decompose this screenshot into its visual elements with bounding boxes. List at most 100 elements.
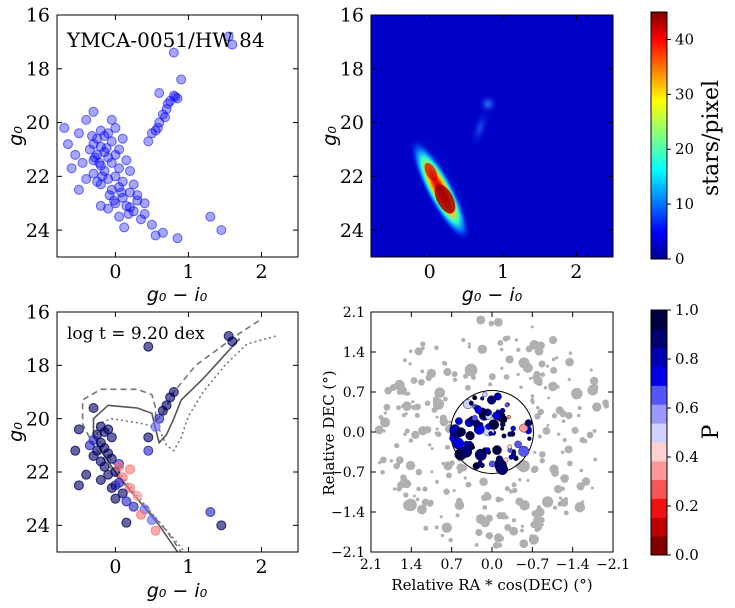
field-star — [379, 456, 387, 464]
x-tick-label: 2 — [570, 261, 582, 283]
star-point — [108, 195, 119, 206]
member-point — [73, 424, 84, 435]
field-star — [443, 488, 450, 496]
y-tick-label: 22 — [340, 166, 364, 188]
colorbar-frame — [650, 309, 668, 556]
field-star — [541, 496, 554, 508]
colorbar-segment — [651, 347, 667, 368]
member-star — [470, 444, 475, 450]
field-star — [426, 500, 433, 507]
field-star — [528, 376, 533, 380]
member-point — [88, 451, 99, 461]
field-star — [435, 427, 439, 431]
cmd-raw-panel: 0 1 2 16 18 20 22 24 YMCA-0051/HW 84 g₀ − i₀ g₀ — [5, 5, 299, 306]
member-star — [492, 445, 502, 455]
x-tick-label: −0.7 — [515, 557, 549, 573]
field-star — [396, 486, 402, 492]
field-star — [411, 430, 420, 439]
hess-panel: 0 1 2 16 18 20 22 24 g₀ − i₀ g₀ 0 10 20 30 40 stars… — [319, 5, 724, 306]
y-tick-label: 16 — [26, 5, 50, 27]
field-star — [530, 466, 538, 474]
field-star — [530, 394, 535, 398]
field-star — [504, 524, 512, 532]
field-star — [412, 494, 416, 498]
member-star — [507, 444, 512, 450]
field-star — [538, 360, 546, 368]
field-star — [576, 482, 585, 491]
star-point — [119, 222, 130, 233]
member-point — [135, 509, 146, 520]
field-star — [586, 431, 594, 439]
field-star — [568, 351, 573, 355]
field-star — [455, 513, 460, 518]
member-point — [103, 424, 114, 435]
field-star — [530, 397, 534, 401]
star-point — [73, 184, 84, 195]
field-star — [533, 370, 541, 379]
member-point — [132, 491, 143, 501]
colorbar-segment — [651, 404, 667, 424]
x-tick-label: −1.4 — [556, 557, 590, 573]
field-star — [558, 496, 563, 500]
member-star — [488, 460, 496, 468]
x-axis-label: g₀ − i₀ — [462, 284, 523, 306]
member-point — [103, 469, 114, 480]
field-star — [383, 411, 388, 415]
member-star — [518, 445, 530, 457]
field-star — [589, 368, 593, 372]
x-tick-label: 0 — [424, 261, 436, 283]
field-star — [439, 414, 447, 422]
member-point — [205, 507, 216, 517]
field-star — [560, 450, 565, 455]
field-star — [411, 404, 418, 411]
field-star — [380, 469, 385, 475]
colorbar-segment — [651, 498, 667, 518]
field-star — [540, 523, 544, 527]
field-star — [445, 444, 450, 450]
star-point — [87, 131, 98, 141]
star-point — [117, 133, 128, 144]
star-point — [77, 157, 88, 168]
star-point — [146, 219, 157, 230]
star-point — [70, 149, 81, 160]
star-point — [114, 163, 125, 174]
field-star — [565, 411, 573, 420]
star-point — [114, 211, 125, 222]
x-tick-label: 0.0 — [481, 557, 503, 573]
member-star — [500, 426, 505, 431]
star-point — [114, 144, 125, 155]
star-point — [103, 203, 114, 214]
y-tick-label: 0.7 — [343, 385, 365, 401]
star-point — [81, 114, 92, 125]
field-star — [434, 479, 439, 484]
field-star — [565, 357, 574, 367]
field-star — [509, 526, 519, 536]
member-star — [499, 421, 506, 428]
colorbar-segment — [651, 517, 667, 537]
star-point — [123, 208, 134, 219]
field-star — [464, 363, 478, 377]
field-star — [579, 436, 586, 444]
field-star — [593, 457, 598, 462]
field-star — [564, 445, 573, 454]
field-star — [448, 537, 453, 543]
field-star — [515, 497, 524, 506]
member-point — [70, 445, 81, 456]
field-star — [456, 497, 463, 505]
colorbar-tick-label: 0.6 — [675, 399, 699, 417]
member-point — [216, 520, 227, 531]
y-tick-label: 20 — [26, 112, 50, 134]
y-axis-label: g₀ — [5, 422, 27, 442]
member-point — [143, 432, 154, 443]
field-star — [526, 478, 530, 483]
member-point — [146, 515, 157, 525]
y-axis-label: g₀ — [5, 126, 27, 146]
field-star — [496, 542, 503, 548]
member-star — [487, 395, 497, 405]
star-point — [103, 128, 114, 139]
x-axis-label: g₀ − i₀ — [147, 580, 208, 602]
star-point — [88, 139, 99, 150]
star-point — [125, 165, 136, 176]
field-star — [434, 345, 439, 351]
